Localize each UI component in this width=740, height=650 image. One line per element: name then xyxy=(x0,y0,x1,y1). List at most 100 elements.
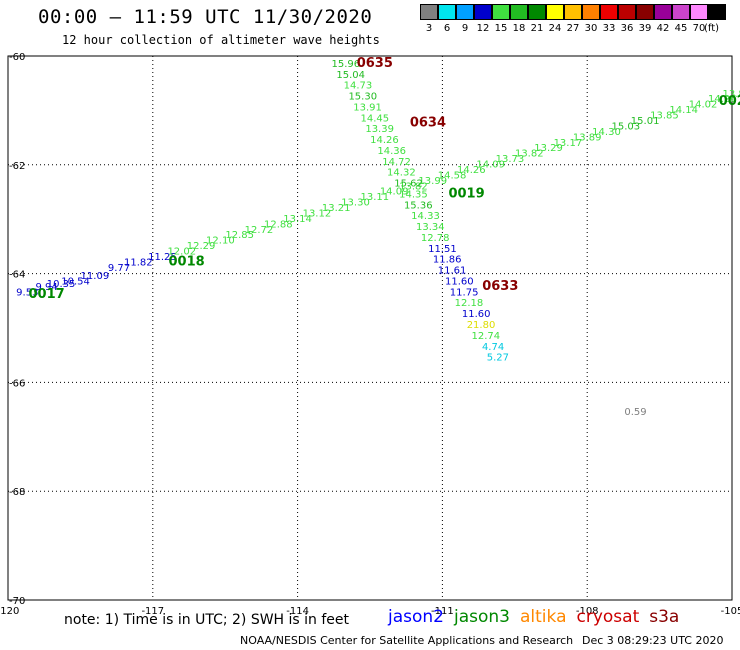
data-point-label: 12.10 xyxy=(206,236,235,247)
page-title: 00:00 – 11:59 UTC 11/30/2020 xyxy=(38,6,373,28)
data-point-label: 13.17 xyxy=(554,138,583,149)
data-point-label: 11.75 xyxy=(450,287,479,298)
data-point-label: 14.35 xyxy=(399,189,428,200)
chart-subtitle: 12 hour collection of altimeter wave hei… xyxy=(62,33,380,47)
data-point-label: 11.61 xyxy=(438,266,467,277)
data-point-label: 13.14 xyxy=(283,214,312,225)
color-swatch xyxy=(654,4,672,20)
color-swatch xyxy=(672,4,690,20)
y-tick-label: -70 xyxy=(9,596,25,607)
y-tick-label: -68 xyxy=(9,487,25,498)
color-swatch xyxy=(510,4,528,20)
data-point-label: 14.72 xyxy=(382,157,411,168)
data-point-label: 4.74 xyxy=(482,342,504,353)
satellite-legend-item: jason3 xyxy=(454,607,510,627)
x-tick-label: -114 xyxy=(286,606,309,617)
data-point-label: 14.26 xyxy=(370,135,399,146)
color-swatch-label: 3 xyxy=(425,23,433,34)
data-point-label: 14.45 xyxy=(361,113,390,124)
data-point-label: 12.85 xyxy=(225,230,254,241)
color-swatch-label: 21 xyxy=(530,23,544,34)
credit-line: NOAA/NESDIS Center for Satellite Applica… xyxy=(240,634,574,647)
plot-frame xyxy=(7,55,733,601)
data-point-label: 12.88 xyxy=(264,219,293,230)
color-swatch-label: 18 xyxy=(512,23,526,34)
time-label: 0633 xyxy=(482,279,518,294)
time-label: 0019 xyxy=(448,186,484,201)
data-point-label: 14.36 xyxy=(377,146,406,157)
data-point-label: 5.27 xyxy=(487,353,509,364)
data-point-label: 11.60 xyxy=(445,276,474,287)
x-tick-label: -117 xyxy=(141,606,164,617)
data-point-label: 14.02 xyxy=(689,100,718,111)
color-swatch-label: 15 xyxy=(494,23,508,34)
data-point-label: 12.74 xyxy=(472,331,501,342)
data-point-label: 12.72 xyxy=(245,225,274,236)
x-tick-label: -108 xyxy=(576,606,599,617)
data-point-label: 11.60 xyxy=(462,309,491,320)
data-point-label: 21.80 xyxy=(467,320,496,331)
color-swatch xyxy=(438,4,456,20)
color-swatch xyxy=(708,4,726,20)
y-tick-label: -62 xyxy=(9,161,25,172)
color-swatch-label: 45 xyxy=(674,23,688,34)
color-swatch-label: 39 xyxy=(638,23,652,34)
data-point-label: 13.21 xyxy=(322,203,351,214)
color-swatch-label: 42 xyxy=(656,23,670,34)
data-point-label: 13.82 xyxy=(515,149,544,160)
satellite-legend-item: cryosat xyxy=(576,607,640,627)
time-label: 0020 xyxy=(719,94,740,109)
data-point-label: 15.30 xyxy=(348,92,377,103)
data-point-label: 12.29 xyxy=(187,241,216,252)
data-point-label: 13.29 xyxy=(534,143,563,154)
data-point-label: 13.30 xyxy=(341,198,370,209)
data-point-label: 10.35 xyxy=(47,279,76,290)
x-tick-label: -120 xyxy=(0,606,19,617)
data-point-label: 12.18 xyxy=(455,298,484,309)
color-swatch xyxy=(564,4,582,20)
color-swatch xyxy=(474,4,492,20)
x-tick-label: -111 xyxy=(431,606,454,617)
data-point-label: 15.04 xyxy=(336,70,365,81)
generated-timestamp: Dec 3 08:29:23 UTC 2020 xyxy=(582,634,724,647)
color-swatch-label: 12 xyxy=(476,23,490,34)
data-point-label: 9.53 xyxy=(16,287,38,298)
data-point-label: 13.82 xyxy=(399,181,428,192)
color-swatch-label: 36 xyxy=(620,23,634,34)
data-point-label: 12.02 xyxy=(167,247,196,258)
color-swatch xyxy=(600,4,618,20)
data-point-label: 14.33 xyxy=(411,211,440,222)
data-point-label: 15.62 xyxy=(394,179,423,190)
data-point-label: 14.30 xyxy=(592,127,621,138)
data-point-label: 15.01 xyxy=(631,116,660,127)
satellite-legend-item: s3a xyxy=(649,607,680,627)
data-point-label: 10.54 xyxy=(61,276,90,287)
color-swatch-label: 27 xyxy=(566,23,580,34)
data-point-label: 13.34 xyxy=(416,222,445,233)
data-point-label: 11.09 xyxy=(81,271,110,282)
color-swatch xyxy=(420,4,438,20)
color-swatch-label: 70 xyxy=(692,23,706,34)
data-point-label: 13.12 xyxy=(303,208,332,219)
data-point-label: 14.09 xyxy=(476,160,505,171)
data-point-label: 9.94 xyxy=(35,282,57,293)
data-point-label: 11.51 xyxy=(428,244,457,255)
color-swatch-label: 9 xyxy=(461,23,469,34)
color-swatch-label: 6 xyxy=(443,23,451,34)
y-tick-label: -60 xyxy=(9,52,25,63)
data-point-label: 9.77 xyxy=(108,263,130,274)
color-swatch xyxy=(636,4,654,20)
y-tick-label: -64 xyxy=(9,270,25,281)
data-point-label: 14.09 xyxy=(380,187,409,198)
data-point-label: 14.26 xyxy=(457,165,486,176)
scale-unit: (ft) xyxy=(704,23,720,34)
data-point-label: 15.03 xyxy=(611,121,640,132)
time-label: 0635 xyxy=(357,56,393,71)
data-point-label: 14.58 xyxy=(438,170,467,181)
color-swatch-label: 24 xyxy=(548,23,562,34)
data-point-label: 14.32 xyxy=(387,168,416,179)
data-point-label: 0.59 xyxy=(624,407,646,418)
color-swatch xyxy=(456,4,474,20)
data-point-label: 13.85 xyxy=(650,111,679,122)
